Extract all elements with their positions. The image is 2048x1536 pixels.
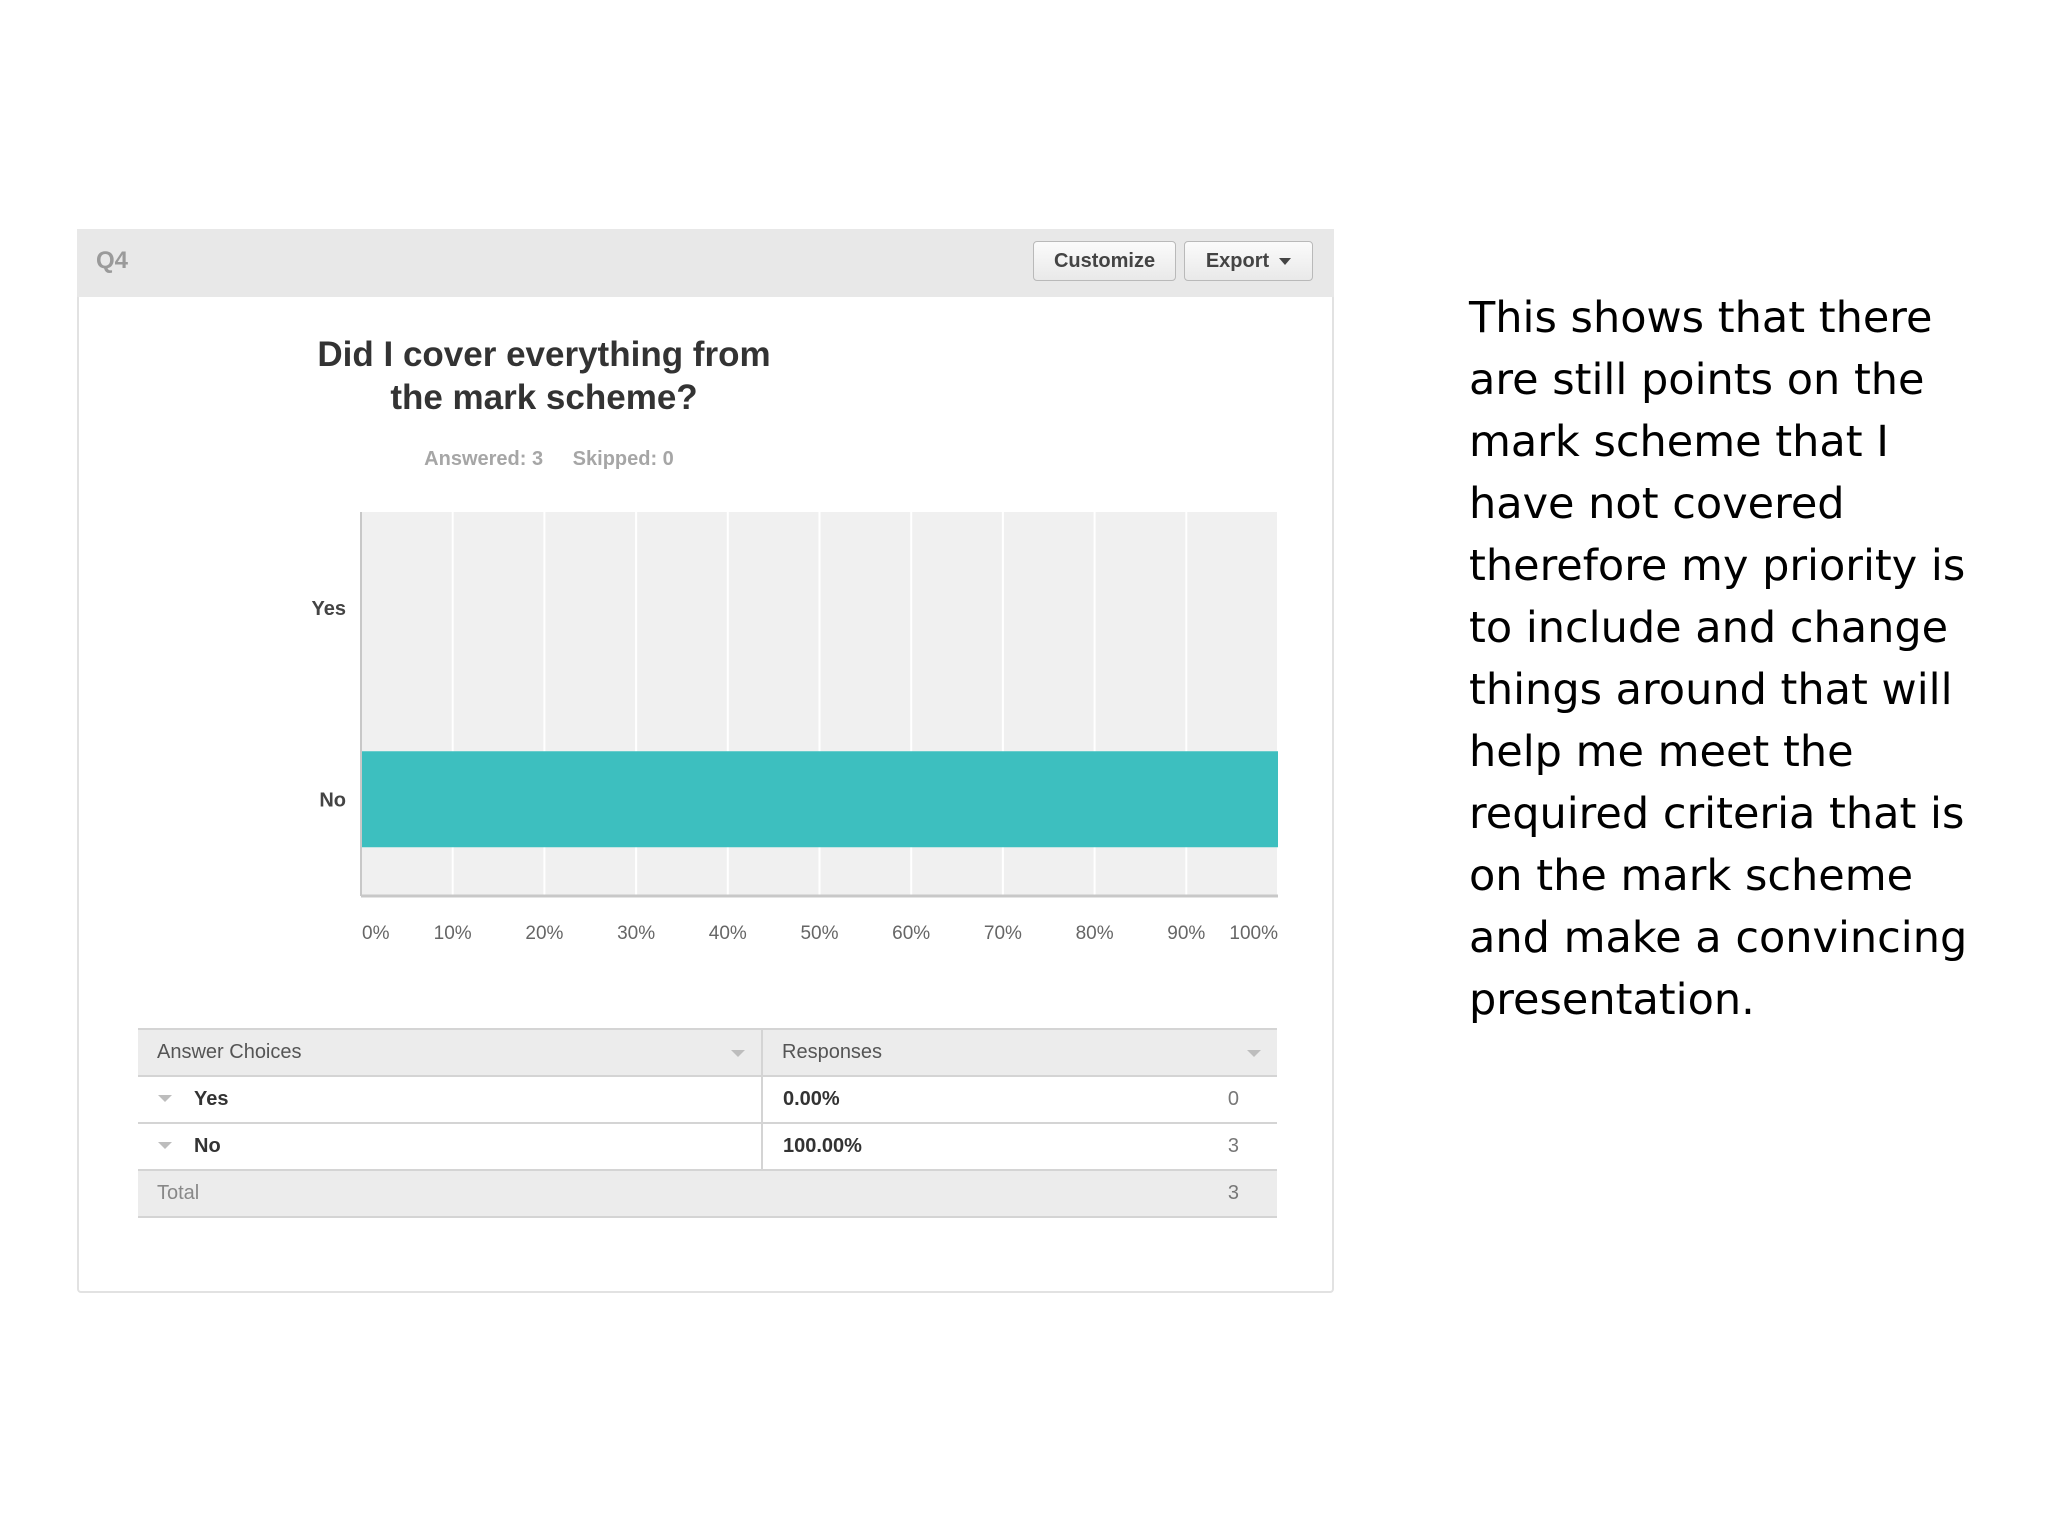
response-cell: 100.00% 3 <box>762 1123 1277 1170</box>
customize-label: Customize <box>1053 249 1156 272</box>
sort-chevron-icon <box>731 1050 745 1057</box>
x-tick-label: 40% <box>709 923 747 944</box>
bar-chart: Yes No 0% 10% 20% 30% 40% 50% 60% 70% 80% 90% 100% <box>312 512 1279 944</box>
bars <box>361 751 1278 848</box>
chevron-down-icon <box>1279 257 1292 265</box>
x-tick-label: 70% <box>984 923 1022 944</box>
category-label: Yes <box>312 598 346 620</box>
total-count: 3 <box>1227 1182 1239 1204</box>
answer-cell[interactable]: No <box>138 1123 763 1170</box>
header-label: Answer Choices <box>157 1041 302 1063</box>
export-label: Export <box>1205 249 1270 272</box>
header-label: Responses <box>782 1041 883 1063</box>
header-responses[interactable]: Responses <box>762 1029 1277 1076</box>
expand-chevron-icon <box>158 1094 172 1102</box>
response-percent: 0.00% <box>783 1088 840 1110</box>
total-row: Total 3 <box>138 1170 1277 1217</box>
skipped-count: Skipped: 0 <box>572 448 674 470</box>
category-labels: Yes No <box>312 598 346 812</box>
question-panel: Q4 Customize Export Did I cover everythi… <box>77 229 1334 1293</box>
answer-cell[interactable]: Yes <box>138 1076 763 1123</box>
commentary-text: This shows that there are still points o… <box>1469 293 1968 1025</box>
x-tick-label: 0% <box>362 923 390 944</box>
customize-button[interactable]: Customize <box>1033 241 1176 281</box>
sort-chevron-icon <box>1247 1050 1261 1057</box>
response-cell: 0.00% 0 <box>762 1076 1277 1123</box>
table-row: Yes 0.00% 0 <box>138 1076 1277 1123</box>
response-stats: Answered: 3 Skipped: 0 <box>79 448 1019 471</box>
answer-label: No <box>194 1135 221 1157</box>
header-answer-choices[interactable]: Answer Choices <box>138 1029 763 1076</box>
table-header-row: Answer Choices Responses <box>138 1029 1277 1076</box>
bar-no <box>361 751 1278 848</box>
expand-chevron-icon <box>158 1141 172 1149</box>
response-count: 3 <box>1227 1135 1239 1157</box>
x-tick-label: 20% <box>525 923 563 944</box>
x-tick-label: 30% <box>617 923 655 944</box>
total-label: Total <box>157 1182 200 1204</box>
category-label: No <box>319 789 346 811</box>
panel-header: Q4 Customize Export <box>77 229 1334 297</box>
responses-table: Answer Choices Responses Yes 0.00% 0 <box>138 1028 1277 1218</box>
question-label: Q4 <box>96 247 129 274</box>
x-tick-label: 60% <box>892 923 930 944</box>
x-tick-labels: 0% 10% 20% 30% 40% 50% 60% 70% 80% 90% 100% <box>362 923 1278 944</box>
chart-title: Did I cover everything from the mark sch… <box>317 335 771 417</box>
answered-count: Answered: 3 <box>424 448 544 470</box>
x-tick-label: 10% <box>434 923 472 944</box>
x-tick-label: 90% <box>1167 923 1205 944</box>
export-button[interactable]: Export <box>1184 241 1313 281</box>
x-tick-label: 80% <box>1076 923 1114 944</box>
response-percent: 100.00% <box>783 1135 862 1157</box>
x-tick-label: 50% <box>800 923 838 944</box>
response-count: 0 <box>1227 1088 1239 1110</box>
x-tick-label: 100% <box>1229 923 1278 944</box>
table-row: No 100.00% 3 <box>138 1123 1277 1170</box>
answer-label: Yes <box>194 1088 229 1110</box>
